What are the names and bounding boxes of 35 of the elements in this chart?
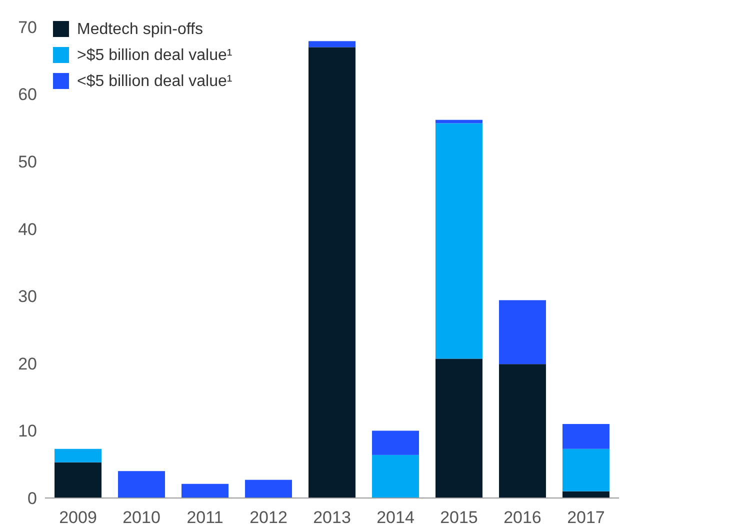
bar	[436, 358, 482, 498]
bar	[372, 454, 419, 498]
y-tick-label: 20	[18, 354, 37, 374]
x-tick-label: 2012	[250, 508, 288, 527]
bar	[372, 430, 419, 455]
y-tick-label: 70	[18, 18, 37, 37]
bar	[308, 47, 356, 498]
legend-label: <$5 billion deal value¹	[77, 73, 232, 90]
bar	[118, 471, 166, 498]
y-tick-label: 30	[18, 287, 37, 306]
y-tick-label: 60	[18, 85, 37, 104]
y-tick-label: 40	[18, 220, 37, 239]
bar	[498, 300, 546, 364]
bar	[308, 41, 356, 48]
x-tick-label: 2016	[504, 508, 542, 527]
x-tick-label: 2009	[59, 508, 97, 527]
bar	[498, 364, 546, 498]
y-tick-label: 0	[28, 488, 37, 508]
bar	[562, 424, 610, 449]
x-tick-label: 2017	[567, 508, 605, 527]
bar	[54, 462, 102, 498]
x-tick-label: 2013	[313, 508, 351, 527]
bar	[436, 123, 482, 359]
bar	[182, 484, 228, 498]
y-tick-label: 10	[18, 422, 37, 441]
x-tick-label: 2014	[376, 508, 414, 527]
bar	[562, 448, 610, 492]
legend-label: >$5 billion deal value¹	[77, 47, 232, 64]
bar	[54, 448, 102, 462]
x-tick-label: 2015	[440, 508, 478, 527]
x-tick-label: 2011	[186, 508, 224, 527]
bar	[245, 480, 292, 498]
y-tick-label: 50	[18, 152, 37, 172]
legend-label: Medtech spin-offs	[77, 21, 203, 38]
x-tick-label: 2010	[122, 508, 160, 527]
